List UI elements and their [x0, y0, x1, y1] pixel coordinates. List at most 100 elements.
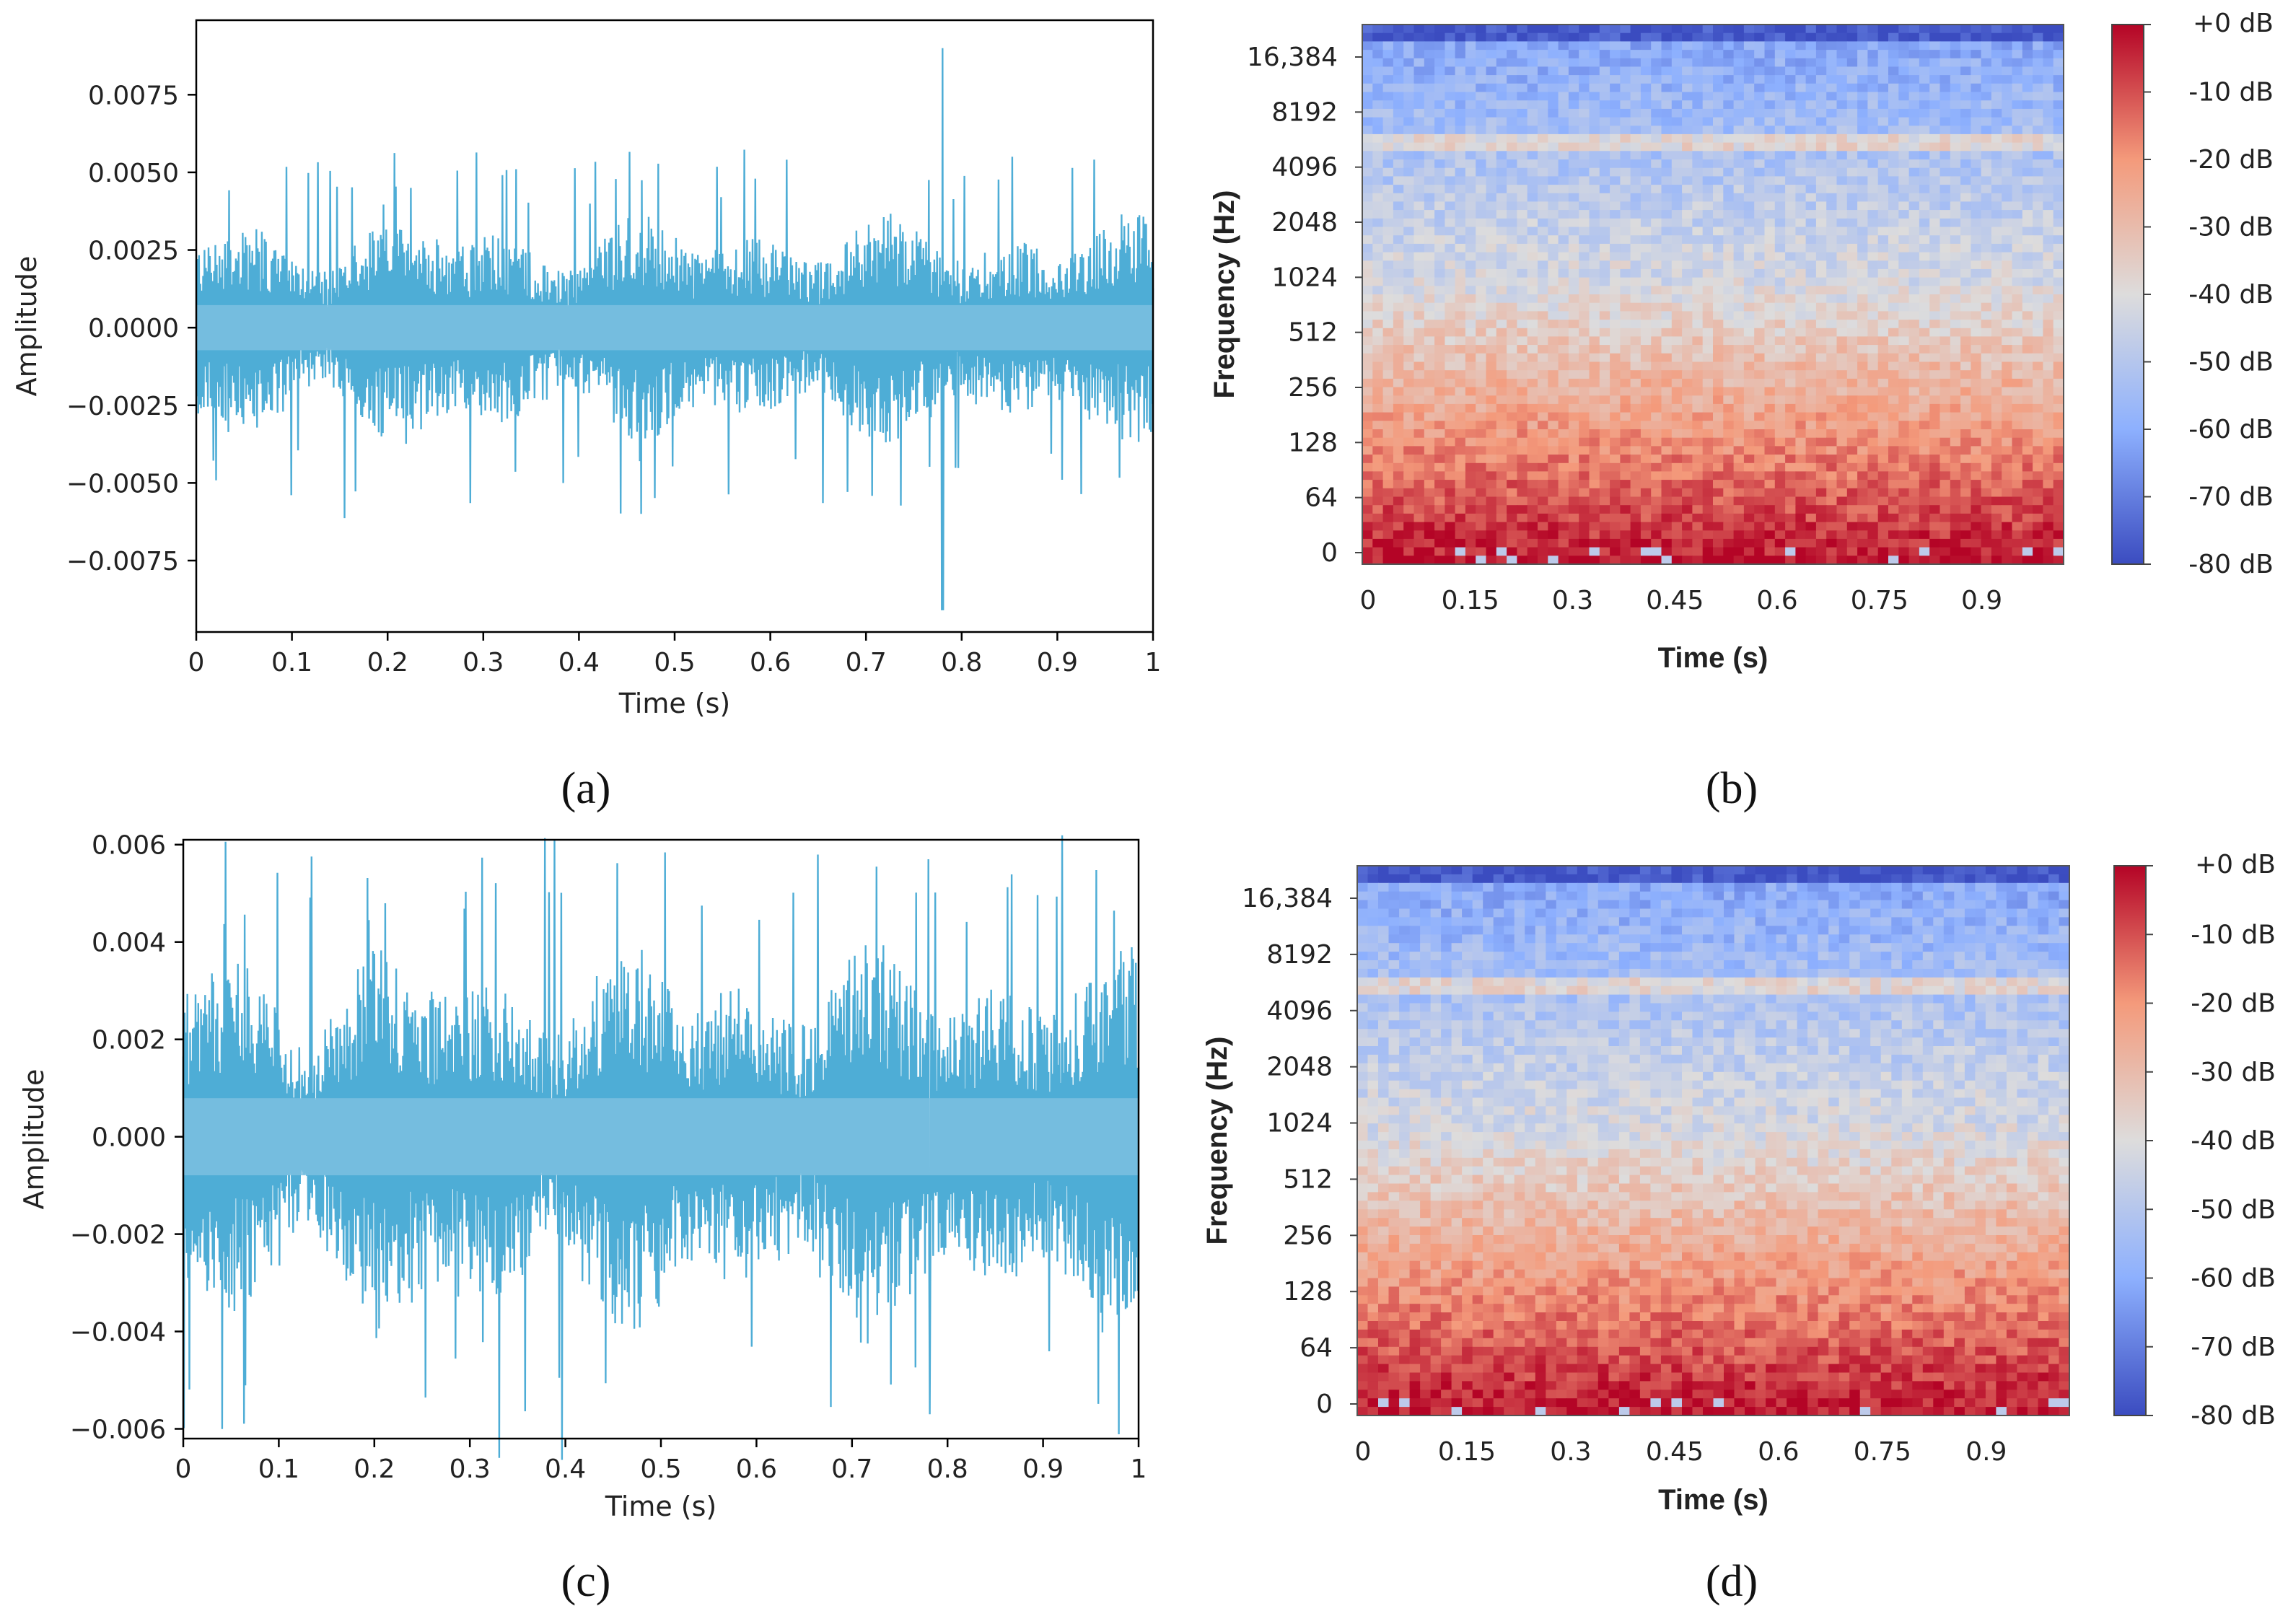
spectrogram-cell: [1496, 412, 1507, 422]
spectrogram-cell: [1465, 50, 1476, 59]
spectrogram-cell: [1548, 302, 1559, 312]
spectrogram-cell: [1846, 151, 1858, 160]
spectrogram-cell: [1362, 353, 1374, 363]
spectrogram-cell: [1538, 176, 1549, 185]
spectrogram-cell: [1929, 142, 1941, 152]
spectrogram-cell: [1857, 496, 1869, 506]
spectrogram-cell: [1388, 882, 1400, 892]
spectrogram-cell: [1424, 252, 1435, 262]
spectrogram-cell: [1558, 75, 1569, 84]
spectrogram-cell: [1514, 882, 1525, 892]
spectrogram-cell: [1787, 900, 1798, 910]
spectrogram-cell: [1867, 243, 1879, 253]
spectrogram-cell: [1733, 286, 1745, 295]
spectrogram-cell: [1846, 361, 1858, 371]
spectrogram-cell: [1733, 235, 1745, 245]
spectrogram-cell: [2022, 370, 2033, 379]
spectrogram-cell: [1888, 25, 1900, 34]
spectrogram-cell: [1682, 361, 1693, 371]
spectrogram-cell: [1877, 108, 1889, 118]
spectrogram-cell: [1981, 294, 1992, 304]
spectrogram-cell: [1766, 882, 1777, 892]
spectrogram-cell: [1445, 133, 1456, 144]
spectrogram-cell: [1713, 421, 1724, 430]
spectrogram-cell: [1566, 891, 1578, 901]
spectrogram-cell: [1898, 345, 1910, 354]
spectrogram-cell: [1465, 446, 1476, 455]
spectrogram-cell: [1795, 294, 1807, 304]
spectrogram-cell: [1599, 361, 1610, 371]
spectrogram-cell: [1445, 513, 1456, 523]
spectrogram-cell: [1826, 353, 1838, 363]
spectrogram-cell: [1372, 522, 1384, 532]
spectrogram-cell: [1599, 92, 1610, 101]
spectrogram-cell: [1403, 370, 1415, 379]
spectrogram-cell: [1774, 395, 1786, 405]
spectrogram-cell: [1517, 437, 1528, 447]
spectrogram-cell: [1661, 361, 1673, 371]
spectrogram-cell: [2053, 302, 2064, 312]
spectrogram-cell: [1465, 235, 1476, 245]
spectrogram-cell: [2059, 900, 2070, 910]
spectrogram-cell: [1774, 277, 1786, 287]
spectrogram-cell: [1818, 874, 1829, 884]
spectrogram-cell: [1639, 900, 1652, 910]
spectrogram-cell: [1857, 462, 1869, 473]
spectrogram-cell: [1424, 294, 1435, 304]
spectrogram-cell: [1640, 522, 1652, 532]
spectrogram-cell: [1399, 882, 1411, 892]
spectrogram-cell: [2043, 395, 2054, 405]
spectrogram-cell: [1805, 412, 1817, 422]
spectrogram-cell: [1846, 268, 1858, 278]
spectrogram-cell: [1836, 421, 1848, 430]
spectrogram-cell: [2022, 462, 2033, 473]
spectrogram-cell: [1445, 218, 1456, 228]
spectrogram-cell: [1382, 522, 1394, 532]
spectrogram-cell: [1908, 462, 1920, 473]
spectrogram-cell: [1424, 437, 1435, 447]
spectrogram-cell: [1527, 227, 1538, 236]
spectrogram-cell: [1745, 900, 1756, 910]
spectrogram-cell: [1362, 159, 1374, 169]
spectrogram-cell: [1587, 900, 1599, 910]
spectrogram-cell: [1836, 176, 1848, 185]
spectrogram-cell: [1424, 403, 1435, 413]
spectrogram-cell: [1857, 260, 1869, 270]
spectrogram-cell: [2053, 201, 2064, 211]
spectrogram-cell: [1424, 480, 1435, 489]
x-tick-label: 0.45: [1646, 586, 1704, 615]
spectrogram-cell: [1434, 538, 1446, 548]
spectrogram-cell: [1867, 488, 1879, 498]
spectrogram-cell: [1682, 243, 1693, 253]
spectrogram-cell: [1599, 403, 1610, 413]
spectrogram-cell: [1960, 218, 1972, 228]
spectrogram-cell: [1455, 437, 1466, 447]
y-tick-label: −0.0050: [66, 469, 179, 499]
spectrogram-cell: [1929, 336, 1941, 346]
spectrogram-cell: [1589, 547, 1600, 557]
spectrogram-cell: [1378, 891, 1390, 901]
spectrogram-cell: [1971, 268, 1982, 278]
spectrogram-cell: [1702, 513, 1714, 523]
spectrogram-cell: [1579, 387, 1590, 397]
spectrogram-cell: [1465, 412, 1476, 422]
spectrogram-cell: [1971, 83, 1982, 93]
spectrogram-cell: [1702, 193, 1714, 203]
spectrogram-cell: [1610, 455, 1621, 464]
spectrogram-cell: [1743, 421, 1755, 430]
spectrogram-cell: [1743, 235, 1755, 245]
spectrogram-cell: [1527, 530, 1538, 540]
spectrogram-cell: [1971, 538, 1982, 548]
spectrogram-cell: [1589, 210, 1600, 219]
spectrogram-cell: [1476, 176, 1487, 185]
spectrogram-cell: [1455, 252, 1466, 262]
spectrogram-cell: [1764, 92, 1776, 101]
spectrogram-cell: [1764, 378, 1776, 388]
spectrogram-cell: [1507, 403, 1518, 413]
spectrogram-cell: [1413, 320, 1425, 329]
spectrogram-cell: [1599, 108, 1610, 118]
spectrogram-cell: [2002, 185, 2013, 194]
spectrogram-cell: [1826, 455, 1838, 464]
spectrogram-cell: [1713, 286, 1724, 295]
y-tick-label: 0.0025: [88, 237, 179, 266]
